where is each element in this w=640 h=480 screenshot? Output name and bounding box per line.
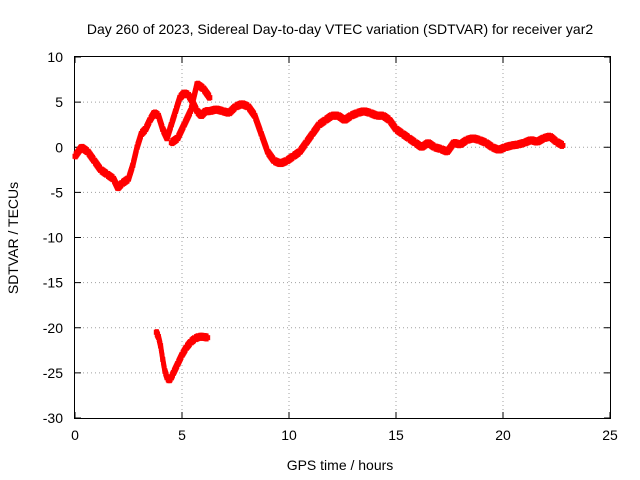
data-point xyxy=(205,335,211,341)
y-tick-label: 5 xyxy=(55,94,63,110)
x-tick-label: 0 xyxy=(71,427,79,443)
x-tick-label: 15 xyxy=(388,427,404,443)
data-point-fill xyxy=(130,166,135,171)
data-point-fill xyxy=(181,125,186,130)
y-tick-label: -15 xyxy=(43,275,63,291)
y-tick-label: -20 xyxy=(43,320,63,336)
data-point-fill xyxy=(175,364,180,369)
series-main-trace xyxy=(72,89,566,192)
data-point-fill xyxy=(160,124,165,129)
tick-layer: 0 5 10 15 20 25 10 5 0 -5 -10 -15 -20 -25 -30 xyxy=(43,49,618,443)
series-secondary-trace xyxy=(168,80,213,147)
y-tick-label: -10 xyxy=(43,230,63,246)
data-point xyxy=(207,95,213,101)
y-tick-label: -30 xyxy=(43,410,63,426)
data-point-fill xyxy=(179,355,184,360)
data-point-fill xyxy=(173,112,178,117)
data-point xyxy=(560,142,566,148)
y-tick-label: 10 xyxy=(47,49,63,65)
series-lower-dip-trace xyxy=(153,329,211,384)
x-tick-label: 25 xyxy=(602,427,618,443)
data-point-fill xyxy=(188,112,193,117)
x-tick-label: 20 xyxy=(495,427,511,443)
x-tick-label: 10 xyxy=(281,427,297,443)
marks-layer xyxy=(72,80,566,384)
data-point-fill xyxy=(168,125,173,130)
y-axis-label: SDTVAR / TECUs xyxy=(5,182,21,294)
x-tick-label: 5 xyxy=(178,427,186,443)
plot-frame xyxy=(74,56,611,419)
y-tick-label: -25 xyxy=(43,365,63,381)
data-point-fill xyxy=(147,121,152,126)
y-tick-label: -5 xyxy=(51,184,64,200)
y-tick-label: 0 xyxy=(55,139,63,155)
data-point-fill xyxy=(134,148,139,153)
chart-title: Day 260 of 2023, Sidereal Day-to-day VTE… xyxy=(87,21,593,37)
x-axis-label: GPS time / hours xyxy=(287,457,394,473)
